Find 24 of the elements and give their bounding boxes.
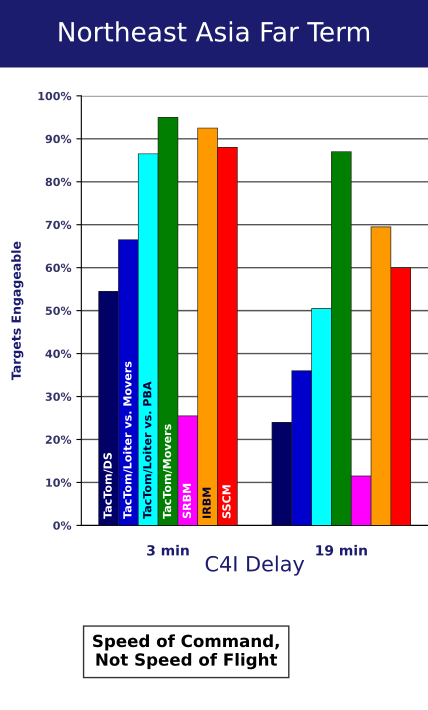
series-label: TacTom/DS [103,452,113,519]
y-tick-label: 0% [53,521,72,530]
series-label: TacTom/Loiter vs. Movers [122,362,132,519]
y-axis-title: Targets Engageable [11,242,24,380]
y-tick-label: 100% [38,92,72,100]
x-tick-label: 3 min [147,544,189,556]
y-tick-label: 30% [46,392,72,401]
y-tick-label: 40% [46,350,72,358]
y-tick-label: 70% [46,220,72,230]
y-tick-label: 50% [46,306,72,316]
y-tick-label: 90% [46,134,72,144]
y-tick-label: 60% [46,264,72,272]
series-label: SSCM [222,485,231,518]
chart-title: Northeast Asia Far Term [59,21,370,42]
series-label: SRBM [182,484,192,518]
x-tick-label: 19 min [316,544,367,556]
text: Speed of Command, Not Speed of Flight [93,634,279,670]
y-tick-label: 20% [46,435,72,444]
y-tick-label: 10% [46,478,72,487]
y-tick-label: 80% [46,178,72,186]
series-label: TacTom/Loiter vs. PBA [142,382,152,519]
series-label: TacTom/Movers [162,424,172,519]
series-label: IRBM [202,488,211,518]
x-axis-title: C4I Delay [206,556,304,576]
